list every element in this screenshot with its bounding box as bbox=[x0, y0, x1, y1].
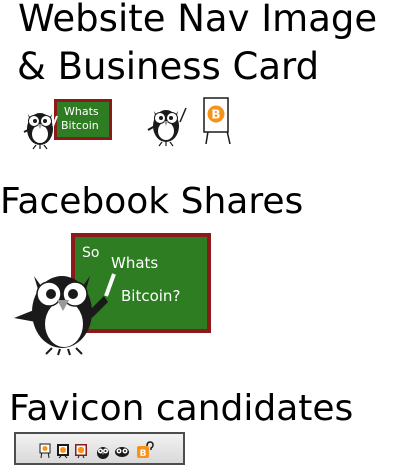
owl-icon bbox=[14, 276, 108, 356]
chalkboard-icon: So Whats Bitcoin? bbox=[71, 233, 211, 333]
nav-owl-easel-image: B bbox=[147, 97, 231, 147]
chalk-icon bbox=[104, 273, 116, 297]
bitcoin-easel-icon: B bbox=[203, 97, 231, 145]
nav-owl-board-image: Whats Bitcoin bbox=[23, 99, 112, 150]
favicon-board-icon[interactable] bbox=[56, 443, 70, 459]
nav-title-line2: & Business Card bbox=[17, 45, 320, 88]
favicon-bitcoin-icon[interactable]: B bbox=[136, 441, 154, 459]
nav-title-line1: Website Nav Image bbox=[18, 0, 378, 40]
svg-text:B: B bbox=[140, 449, 147, 459]
favicon-easel-icon[interactable] bbox=[38, 443, 52, 459]
favicon-strip: B bbox=[14, 432, 185, 465]
owl-icon bbox=[147, 110, 179, 147]
chalk-icon bbox=[52, 115, 58, 127]
board-text-line2: Whats bbox=[111, 254, 158, 272]
favicon-owl-face-icon[interactable] bbox=[114, 446, 130, 458]
board-text-line1: So bbox=[82, 245, 99, 261]
board-text-line2: Bitcoin bbox=[61, 119, 99, 132]
pointer-stick bbox=[179, 107, 187, 123]
facebook-title: Facebook Shares bbox=[0, 181, 304, 222]
favicon-owl-icon[interactable] bbox=[94, 445, 112, 459]
chalkboard-icon: Whats Bitcoin bbox=[54, 99, 112, 140]
board-text-line1: Whats bbox=[64, 105, 99, 118]
board-text-line3: Bitcoin? bbox=[121, 287, 180, 305]
favicon-title: Favicon candidates bbox=[9, 388, 354, 429]
bitcoin-symbol: B bbox=[211, 108, 220, 122]
facebook-share-image: So Whats Bitcoin? bbox=[14, 233, 211, 356]
favicon-bitcoin-board-icon[interactable] bbox=[74, 443, 88, 459]
owl-icon bbox=[23, 113, 53, 150]
